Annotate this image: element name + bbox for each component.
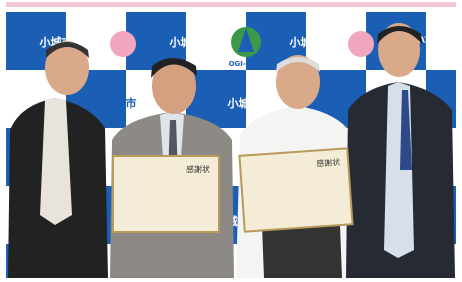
certificate-title: 感謝状 bbox=[316, 157, 341, 169]
certificate-title: 感謝状 bbox=[186, 164, 210, 174]
backdrop-label: 小城市 bbox=[169, 35, 203, 49]
flower bbox=[348, 31, 374, 57]
top-strip bbox=[6, 2, 456, 7]
backdrop-label: 小城市 bbox=[227, 96, 261, 110]
certificate: 感謝状 bbox=[113, 156, 219, 232]
certificate: 感謝状 bbox=[239, 148, 352, 231]
photo: 小城市小城市小城市小城市小城市小城市小城市 OGI-CITY bbox=[0, 0, 462, 282]
flower bbox=[110, 31, 136, 57]
backdrop-label: 小城市 bbox=[103, 96, 137, 110]
logo-text: OGI-CITY bbox=[229, 60, 265, 68]
backdrop-label: 小城市 bbox=[289, 35, 323, 49]
